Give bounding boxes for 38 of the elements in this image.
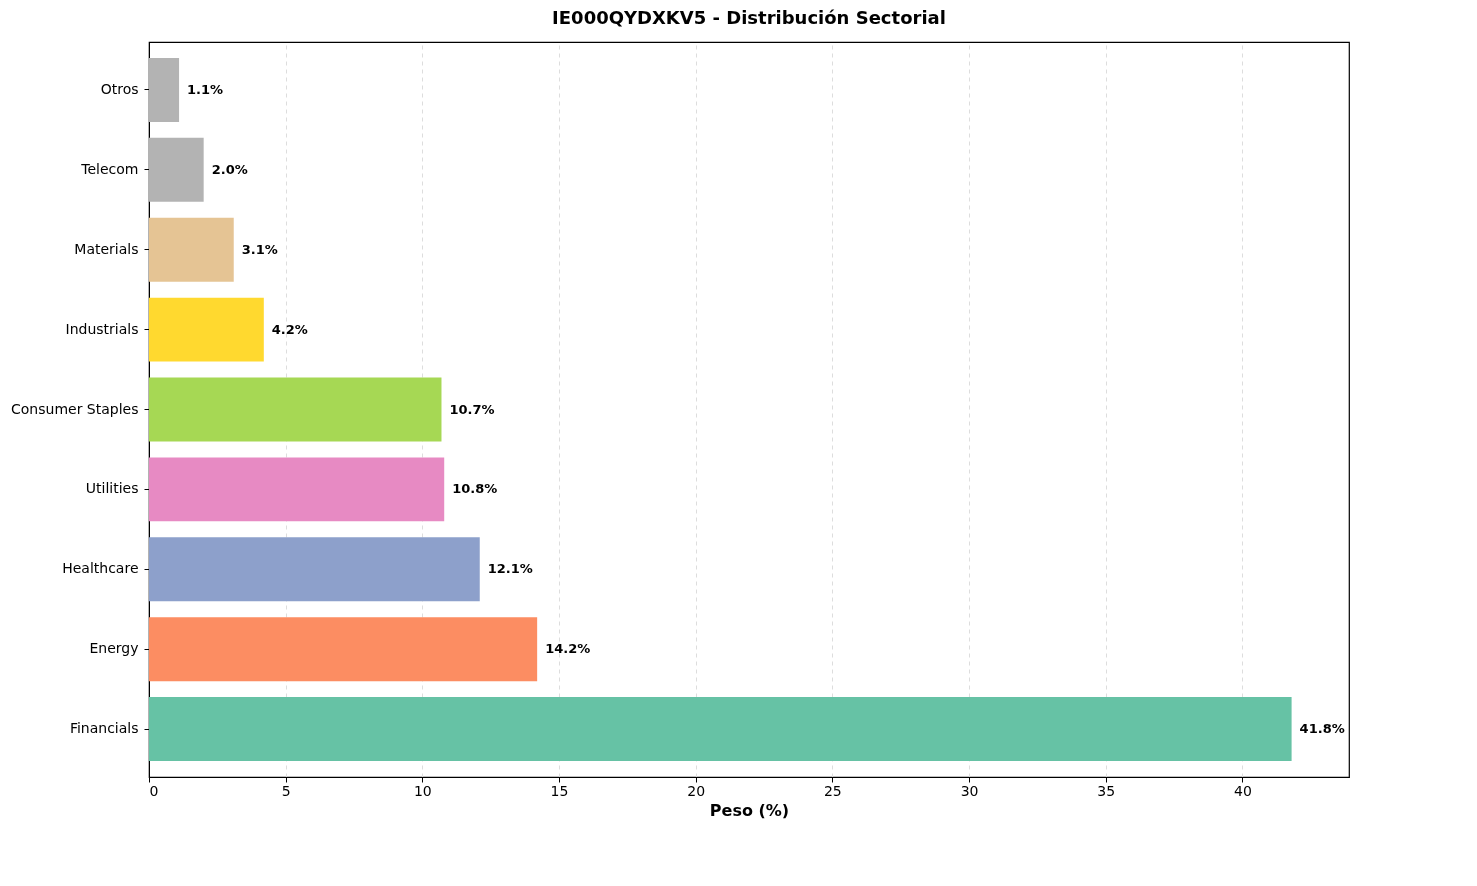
x-tick-label: 0: [149, 782, 159, 799]
data-label: 10.7%: [449, 401, 495, 417]
bar: [149, 537, 480, 602]
x-axis-title: Peso (%): [709, 800, 790, 820]
data-label: 3.1%: [241, 241, 278, 257]
x-tick-label: 35: [1097, 782, 1116, 799]
data-label: 1.1%: [187, 81, 224, 97]
y-tick-label: Materials: [74, 240, 139, 257]
x-tick-label: 30: [960, 782, 979, 799]
x-tick-label: 15: [550, 782, 569, 799]
x-tick-label: 10: [413, 782, 432, 799]
bar: [149, 377, 442, 442]
data-label: 12.1%: [487, 561, 533, 577]
y-tick-label: Energy: [89, 640, 139, 657]
data-label: 14.2%: [545, 641, 591, 657]
chart-title: IE000QYDXKV5 - Distribución Sectorial: [552, 7, 946, 28]
bar: [149, 297, 264, 362]
bar: [149, 617, 538, 682]
y-tick-label: Otros: [100, 80, 139, 97]
bar: [149, 137, 204, 202]
data-label: 41.8%: [1299, 721, 1345, 737]
y-tick-label: Healthcare: [62, 560, 139, 577]
data-label: 4.2%: [271, 321, 308, 337]
x-tick-label: 40: [1233, 782, 1252, 799]
x-tick-label: 5: [281, 782, 291, 799]
y-tick-label: Consumer Staples: [11, 400, 139, 417]
x-tick-label: 20: [687, 782, 706, 799]
bar: [149, 457, 445, 522]
data-label: 2.0%: [211, 161, 248, 177]
y-tick-label: Industrials: [65, 320, 139, 337]
bar: [149, 697, 1292, 762]
x-tick-label: 25: [823, 782, 842, 799]
bar: [149, 217, 234, 282]
data-label: 10.8%: [452, 481, 498, 497]
bar: [149, 57, 180, 122]
y-tick-label: Financials: [69, 720, 139, 737]
y-tick-label: Utilities: [85, 480, 139, 497]
y-tick-label: Telecom: [80, 160, 139, 177]
